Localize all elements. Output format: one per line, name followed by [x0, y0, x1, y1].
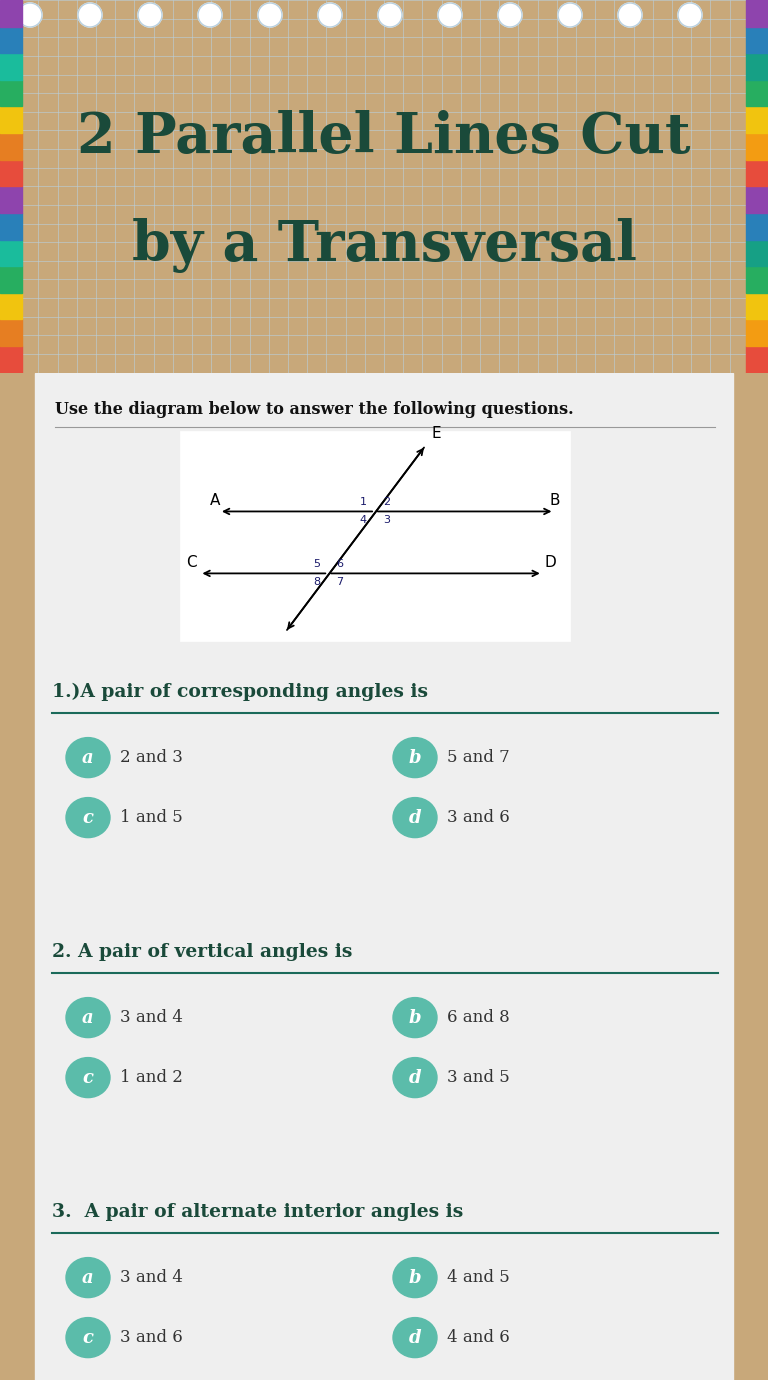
Text: 3 and 4: 3 and 4: [120, 1009, 183, 1027]
Text: 6: 6: [336, 559, 343, 570]
Bar: [746, 80, 768, 106]
Text: 2. A pair of vertical angles is: 2. A pair of vertical angles is: [52, 943, 353, 960]
Text: a: a: [82, 748, 94, 767]
Text: by a Transversal: by a Transversal: [131, 218, 637, 273]
Text: 5: 5: [313, 559, 320, 570]
Ellipse shape: [393, 798, 437, 838]
Text: E: E: [432, 426, 442, 442]
Bar: [0, 106, 22, 132]
Circle shape: [318, 3, 342, 28]
Text: b: b: [409, 748, 422, 767]
Bar: [0, 266, 22, 293]
Text: 3 and 6: 3 and 6: [447, 809, 510, 827]
Circle shape: [78, 3, 102, 28]
Bar: [0, 80, 22, 106]
Text: d: d: [409, 1329, 422, 1347]
Bar: [0, 293, 22, 319]
Ellipse shape: [66, 737, 110, 777]
Circle shape: [498, 3, 522, 28]
Text: 1.)A pair of corresponding angles is: 1.)A pair of corresponding angles is: [52, 683, 428, 701]
Bar: [180, 431, 570, 640]
Bar: [746, 132, 768, 160]
Bar: [0, 132, 22, 160]
Ellipse shape: [66, 1057, 110, 1097]
Text: C: C: [187, 555, 197, 570]
Ellipse shape: [66, 798, 110, 838]
Bar: [0, 0, 22, 26]
Text: 3 and 5: 3 and 5: [447, 1070, 510, 1086]
Text: 3 and 6: 3 and 6: [120, 1329, 183, 1346]
Text: 2 and 3: 2 and 3: [120, 749, 183, 766]
Text: 7: 7: [336, 577, 343, 588]
Bar: [746, 266, 768, 293]
Circle shape: [618, 3, 642, 28]
Bar: [746, 186, 768, 213]
Bar: [746, 0, 768, 26]
Text: 1 and 5: 1 and 5: [120, 809, 183, 827]
Ellipse shape: [393, 1057, 437, 1097]
Bar: [0, 319, 22, 346]
Text: D: D: [545, 555, 556, 570]
Text: 4 and 6: 4 and 6: [447, 1329, 510, 1346]
Text: 1: 1: [360, 497, 367, 508]
Ellipse shape: [66, 1318, 110, 1358]
Bar: [746, 160, 768, 186]
Circle shape: [558, 3, 582, 28]
Text: Use the diagram below to answer the following questions.: Use the diagram below to answer the foll…: [55, 400, 574, 418]
Text: 8: 8: [313, 577, 320, 588]
Bar: [746, 319, 768, 346]
Ellipse shape: [393, 1318, 437, 1358]
Bar: [0, 186, 22, 213]
Text: a: a: [82, 1009, 94, 1027]
Text: b: b: [409, 1268, 422, 1286]
Bar: [746, 240, 768, 266]
Bar: [746, 293, 768, 319]
Text: 3.  A pair of alternate interior angles is: 3. A pair of alternate interior angles i…: [52, 1202, 463, 1220]
Circle shape: [438, 3, 462, 28]
Text: c: c: [82, 1068, 94, 1086]
Text: d: d: [409, 1068, 422, 1086]
Text: 4 and 5: 4 and 5: [447, 1270, 510, 1286]
Bar: [0, 346, 22, 373]
Text: A: A: [210, 494, 220, 508]
Text: 1 and 2: 1 and 2: [120, 1070, 183, 1086]
Ellipse shape: [393, 1257, 437, 1297]
Bar: [746, 26, 768, 54]
Text: d: d: [409, 809, 422, 827]
Bar: [746, 106, 768, 132]
Bar: [0, 213, 22, 240]
Ellipse shape: [393, 998, 437, 1038]
Text: 2 Parallel Lines Cut: 2 Parallel Lines Cut: [78, 110, 690, 166]
Ellipse shape: [393, 737, 437, 777]
Bar: [746, 346, 768, 373]
Circle shape: [198, 3, 222, 28]
Text: b: b: [409, 1009, 422, 1027]
Bar: [0, 26, 22, 54]
Bar: [746, 54, 768, 80]
Circle shape: [138, 3, 162, 28]
Circle shape: [678, 3, 702, 28]
Text: c: c: [82, 1329, 94, 1347]
Text: 6 and 8: 6 and 8: [447, 1009, 510, 1027]
Text: 3 and 4: 3 and 4: [120, 1270, 183, 1286]
Circle shape: [258, 3, 282, 28]
Text: c: c: [82, 809, 94, 827]
Bar: [0, 160, 22, 186]
Bar: [746, 213, 768, 240]
Circle shape: [18, 3, 42, 28]
Text: B: B: [549, 494, 560, 508]
Text: 3: 3: [383, 516, 390, 526]
Bar: [0, 54, 22, 80]
Ellipse shape: [66, 1257, 110, 1297]
Circle shape: [378, 3, 402, 28]
Ellipse shape: [66, 998, 110, 1038]
Bar: [0, 240, 22, 266]
Text: 2: 2: [383, 497, 390, 508]
Text: a: a: [82, 1268, 94, 1286]
Text: 4: 4: [360, 516, 367, 526]
Text: 5 and 7: 5 and 7: [447, 749, 510, 766]
